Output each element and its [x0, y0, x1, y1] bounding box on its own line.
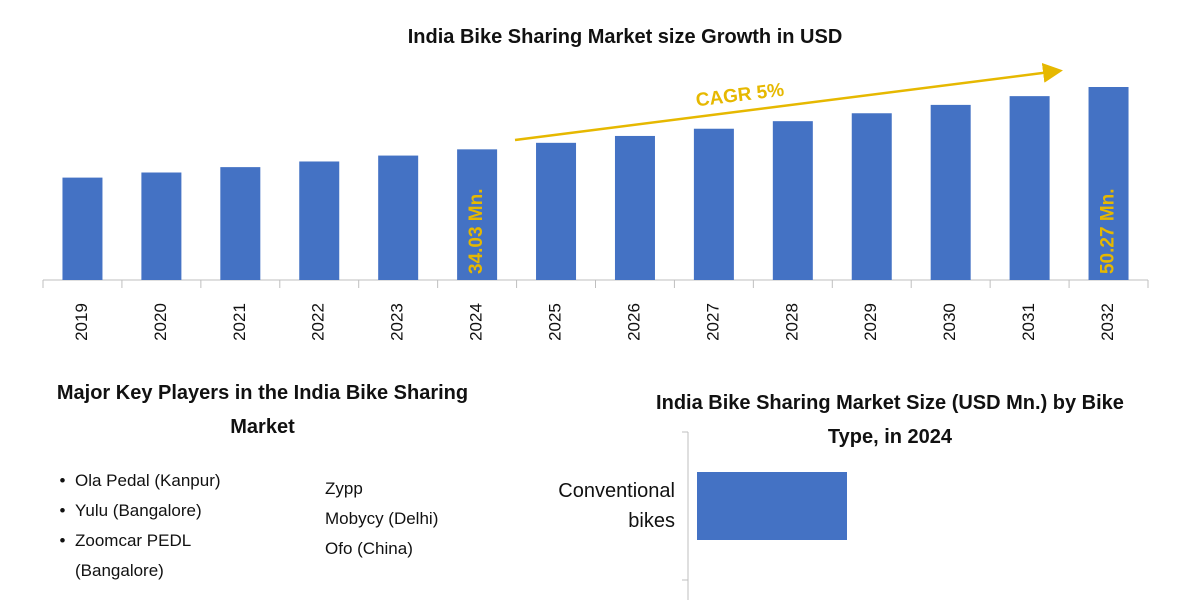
player: Ola Pedal (Kanpur) [50, 466, 225, 496]
player: Yulu (Bangalore) [50, 496, 225, 526]
bar [378, 155, 419, 280]
bar [1009, 96, 1050, 281]
bar [693, 128, 734, 280]
bar [772, 121, 813, 280]
x-tick-label: 2031 [1019, 303, 1038, 341]
bar [141, 172, 182, 280]
x-tick-label: 2030 [940, 303, 959, 341]
y-tick-label: Conventional bikes [558, 480, 675, 532]
x-tick-label: 2022 [309, 303, 328, 341]
players-list: Ola Pedal (Kanpur)Yulu (Bangalore)Zoomca… [50, 466, 225, 586]
player: Ofo (China) [325, 539, 413, 558]
x-tick-label: 2026 [624, 303, 643, 341]
bar [62, 177, 103, 280]
bar [299, 161, 340, 280]
bar [536, 142, 577, 280]
bar [220, 167, 261, 280]
x-tick-label: 2027 [703, 303, 722, 341]
players-list: Zypp Mobycy (Delhi) Ofo (China) [325, 474, 460, 564]
bar [851, 113, 892, 280]
value-label: 34.03 Mn. [466, 188, 487, 274]
x-tick-label: 2021 [230, 303, 249, 341]
player: Mobycy (Delhi) [325, 509, 439, 528]
bar [930, 104, 971, 280]
x-tick-label: 2024 [467, 303, 486, 341]
cagr-arrow [514, 62, 1063, 142]
bar [697, 472, 847, 540]
bar [614, 135, 655, 280]
x-tick-label: 2028 [782, 303, 801, 341]
bar [1088, 87, 1129, 280]
chart-title: India Bike Sharing Market size Growth in… [407, 26, 843, 48]
x-tick-label: 2019 [72, 303, 91, 341]
x-tick-label: 2029 [861, 303, 880, 341]
x-tick-label: 2025 [546, 303, 565, 341]
x-tick-label: 2023 [388, 303, 407, 341]
chart-title: India Bike Sharing Market Size (USD Mn.)… [656, 392, 1124, 448]
bar [457, 149, 498, 280]
x-tick-label: 2032 [1098, 303, 1117, 341]
players-title: Major Key Players in the India Bike Shar… [56, 382, 469, 438]
value-label: 50.27 Mn. [1098, 188, 1119, 274]
player: Zoomcar PEDL (Bangalore) [50, 526, 225, 586]
player: Zypp [325, 479, 363, 498]
x-tick-label: 2020 [151, 303, 170, 341]
